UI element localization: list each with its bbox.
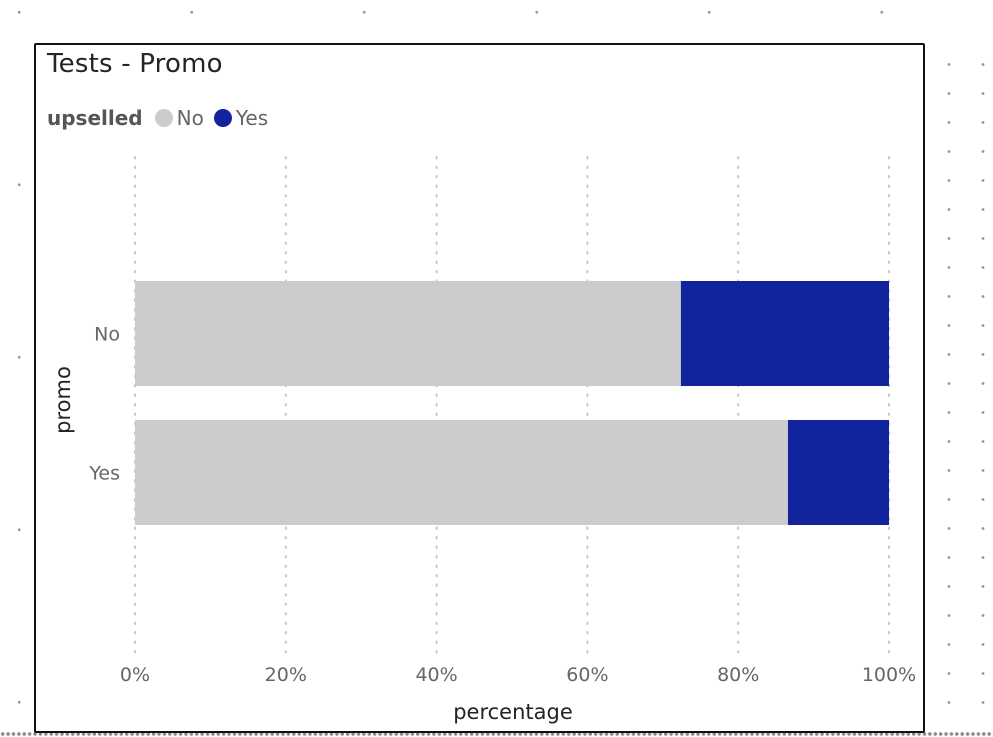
y-tick-label-no: No xyxy=(94,324,120,346)
x-tick-label-4: 80% xyxy=(717,664,759,686)
plot-area: No Yes 0% 20% 40% 60% 80% 100% percentage prom… xyxy=(51,156,916,724)
x-tick-label-1: 20% xyxy=(265,664,307,686)
legend-label-no: No xyxy=(176,106,204,130)
legend-label-yes: Yes xyxy=(235,106,269,130)
x-tick-label-5: 100% xyxy=(862,664,916,686)
x-tick-label-2: 40% xyxy=(415,664,457,686)
canvas-bottom-edge xyxy=(0,731,993,737)
legend-item-yes[interactable]: Yes xyxy=(213,106,269,130)
x-tick-labels: 0% 20% 40% 60% 80% 100% xyxy=(120,664,916,686)
legend-title: upselled xyxy=(47,106,143,130)
y-tick-label-yes: Yes xyxy=(88,463,120,485)
x-axis-title: percentage xyxy=(453,700,573,724)
gridlines xyxy=(134,156,890,654)
bar-promo-yes-upselled-no[interactable] xyxy=(135,420,788,525)
legend-item-no[interactable]: No xyxy=(154,106,204,130)
x-tick-label-0: 0% xyxy=(120,664,150,686)
legend: upselled No Yes xyxy=(47,106,278,130)
canvas-dot-grid xyxy=(926,40,993,730)
bar-promo-no-upselled-yes[interactable] xyxy=(680,281,889,386)
bars xyxy=(135,281,889,525)
legend-swatch-no xyxy=(154,109,173,127)
bar-promo-yes-upselled-yes[interactable] xyxy=(787,420,889,525)
y-axis-title: promo xyxy=(51,366,75,434)
chart-title: Tests - Promo xyxy=(47,49,223,79)
y-tick-labels: No Yes xyxy=(88,324,120,485)
legend-swatch-yes xyxy=(213,109,232,127)
bar-promo-no-upselled-no[interactable] xyxy=(135,281,681,386)
chart-visual[interactable]: Tests - Promo upselled No Yes No Yes 0% 20… xyxy=(34,43,925,733)
x-tick-label-3: 60% xyxy=(566,664,608,686)
